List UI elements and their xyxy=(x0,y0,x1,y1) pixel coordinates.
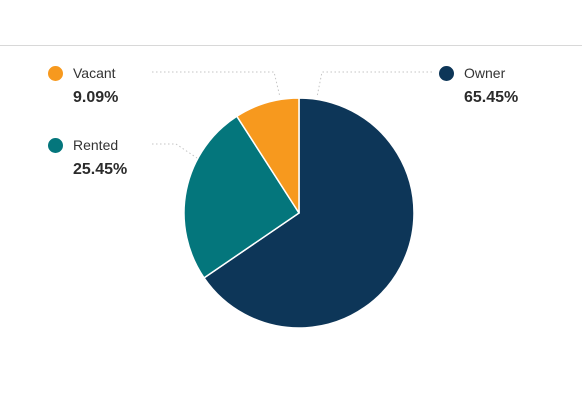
legend-label-owner: Owner xyxy=(464,65,506,81)
legend-dot-rented xyxy=(48,137,63,153)
legend-label-rented: Rented xyxy=(73,137,119,153)
legend-dot-owner xyxy=(439,65,454,81)
pie-slices xyxy=(183,97,415,329)
legend-entry-rented: Rented 25.45% xyxy=(48,135,127,179)
leader-line-owner xyxy=(316,71,432,98)
leader-line-rented xyxy=(152,143,198,159)
pie-slice-vacant[interactable] xyxy=(236,97,300,214)
legend-entry-vacant: Vacant 9.09% xyxy=(48,63,118,107)
legend-value-vacant: 9.09% xyxy=(73,89,119,106)
leader-line-vacant xyxy=(152,71,281,98)
top-divider xyxy=(0,45,582,46)
legend-entry-owner: Owner 65.45% xyxy=(439,63,518,107)
pie-slice-rented[interactable] xyxy=(183,115,300,279)
legend-dot-vacant xyxy=(48,65,63,81)
leader-lines xyxy=(152,71,432,159)
legend-value-rented: 25.45% xyxy=(73,161,128,178)
pie-slice-owner[interactable] xyxy=(203,97,415,329)
legend-value-owner: 65.45% xyxy=(464,89,519,106)
legend-label-vacant: Vacant xyxy=(73,65,116,81)
